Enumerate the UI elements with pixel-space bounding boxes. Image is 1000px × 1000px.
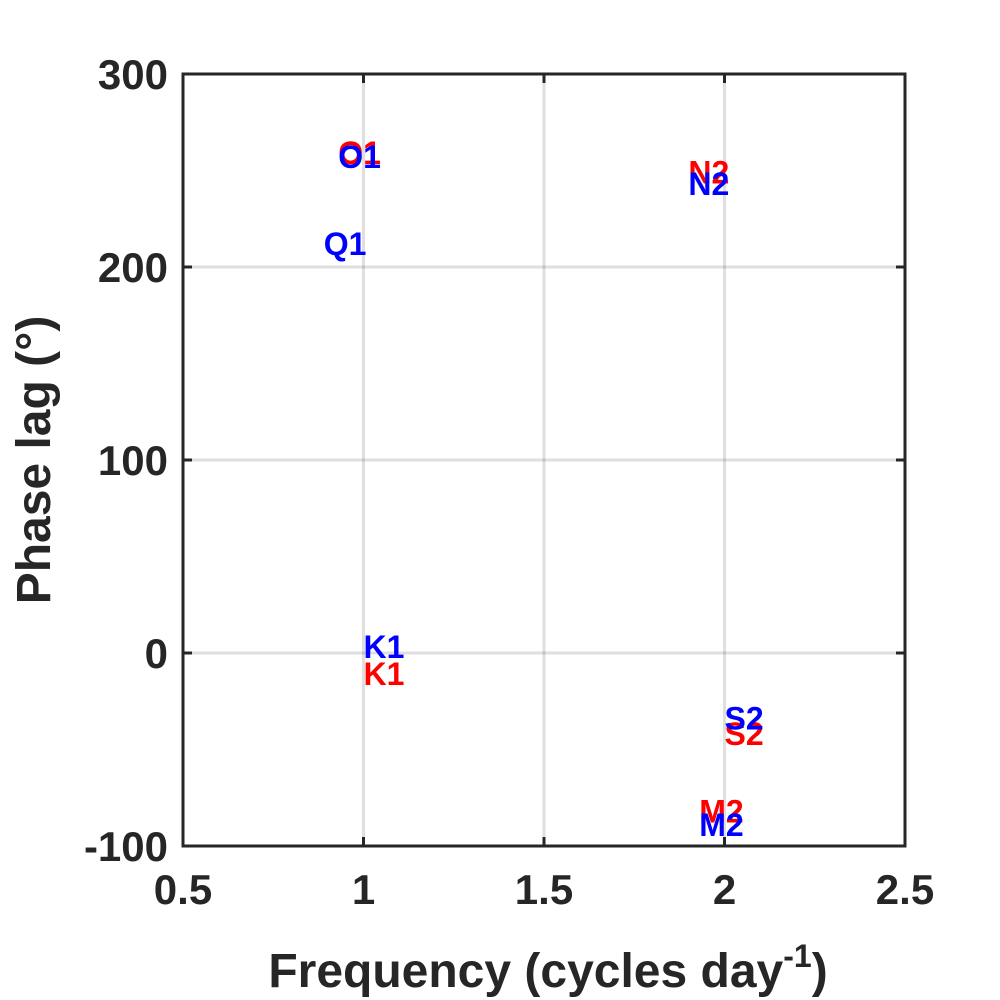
x-axis-title-main: Frequency (cycles day bbox=[268, 945, 783, 998]
grid-lines bbox=[183, 74, 905, 846]
data-point-labels: O1 K1 N2 M2 S2 O1 Q1 K1 N2 M2 S2 bbox=[324, 135, 764, 843]
point-label-n2-series-2: N2 bbox=[688, 166, 729, 202]
point-label-s2-series-1: S2 bbox=[725, 716, 764, 752]
point-label-q1-series-2: Q1 bbox=[324, 226, 367, 262]
x-axis-title-suffix: ) bbox=[812, 945, 828, 998]
x-tick-label: 1.5 bbox=[515, 866, 573, 913]
y-tick-label: 300 bbox=[98, 51, 168, 98]
y-tick-label: -100 bbox=[84, 823, 168, 870]
point-label-o1-series-2: O1 bbox=[338, 139, 381, 175]
x-tick-label: 1 bbox=[352, 866, 375, 913]
point-label-o1-series-1: O1 bbox=[338, 135, 381, 171]
point-label-n2-series-1: N2 bbox=[688, 154, 729, 190]
y-tick-label: 200 bbox=[98, 244, 168, 291]
x-tick-label: 2.5 bbox=[876, 866, 934, 913]
point-label-s2-series-2: S2 bbox=[725, 701, 764, 737]
plot-background bbox=[183, 74, 905, 846]
point-label-k1-series-1: K1 bbox=[364, 656, 405, 692]
x-axis-title-superscript: -1 bbox=[783, 938, 811, 974]
y-tick-label: 100 bbox=[98, 437, 168, 484]
y-tick-labels: -100 0 100 200 300 bbox=[84, 51, 168, 870]
plot-frame bbox=[181, 72, 907, 848]
x-tick-label: 0.5 bbox=[154, 866, 212, 913]
point-label-k1-series-2: K1 bbox=[364, 629, 405, 665]
x-axis-title: Frequency (cycles day-1) bbox=[268, 938, 827, 998]
y-tick-label: 0 bbox=[145, 630, 168, 677]
point-label-m2-series-2: M2 bbox=[699, 807, 743, 843]
x-tick-labels: 0.5 1 1.5 2 2.5 bbox=[154, 866, 934, 913]
y-axis-title: Phase lag (°) bbox=[8, 316, 61, 605]
point-label-m2-series-1: M2 bbox=[699, 793, 743, 829]
x-tick-label: 2 bbox=[713, 866, 736, 913]
